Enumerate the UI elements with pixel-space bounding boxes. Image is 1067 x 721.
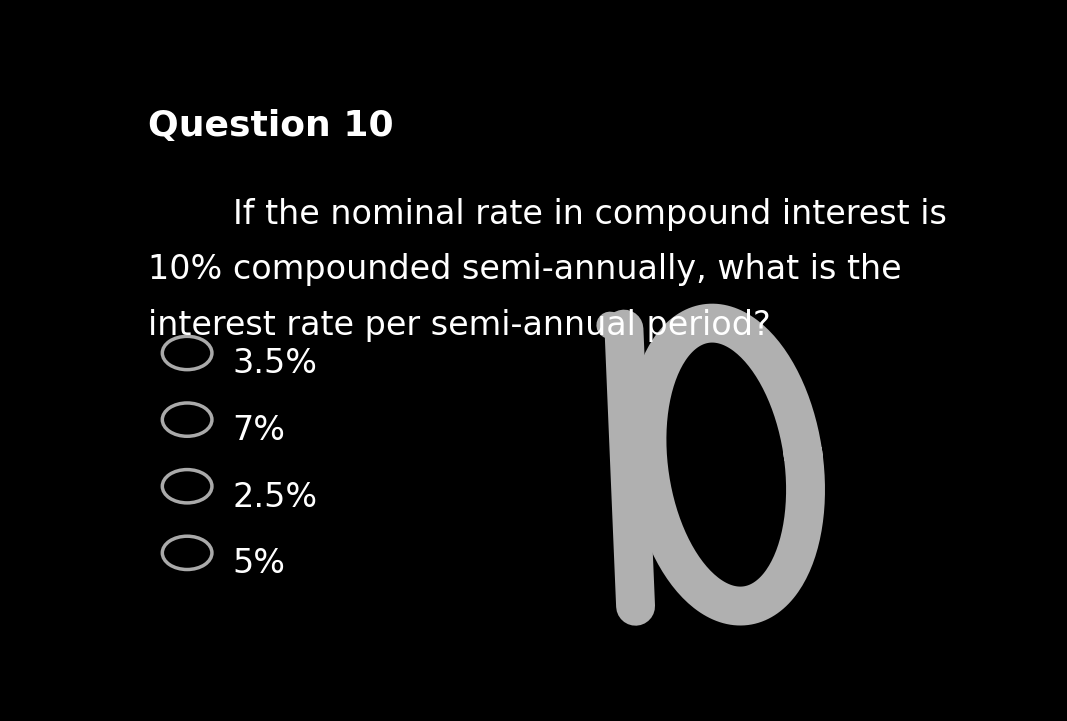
Text: 3.5%: 3.5% — [233, 348, 318, 381]
Text: If the nominal rate in compound interest is: If the nominal rate in compound interest… — [148, 198, 947, 231]
Text: 10% compounded semi-annually, what is the: 10% compounded semi-annually, what is th… — [148, 253, 902, 286]
Text: 2.5%: 2.5% — [233, 481, 318, 513]
Text: Question 10: Question 10 — [148, 109, 394, 143]
Text: 7%: 7% — [233, 414, 286, 447]
Text: 5%: 5% — [233, 547, 286, 580]
Text: interest rate per semi-annual period?: interest rate per semi-annual period? — [148, 309, 771, 342]
